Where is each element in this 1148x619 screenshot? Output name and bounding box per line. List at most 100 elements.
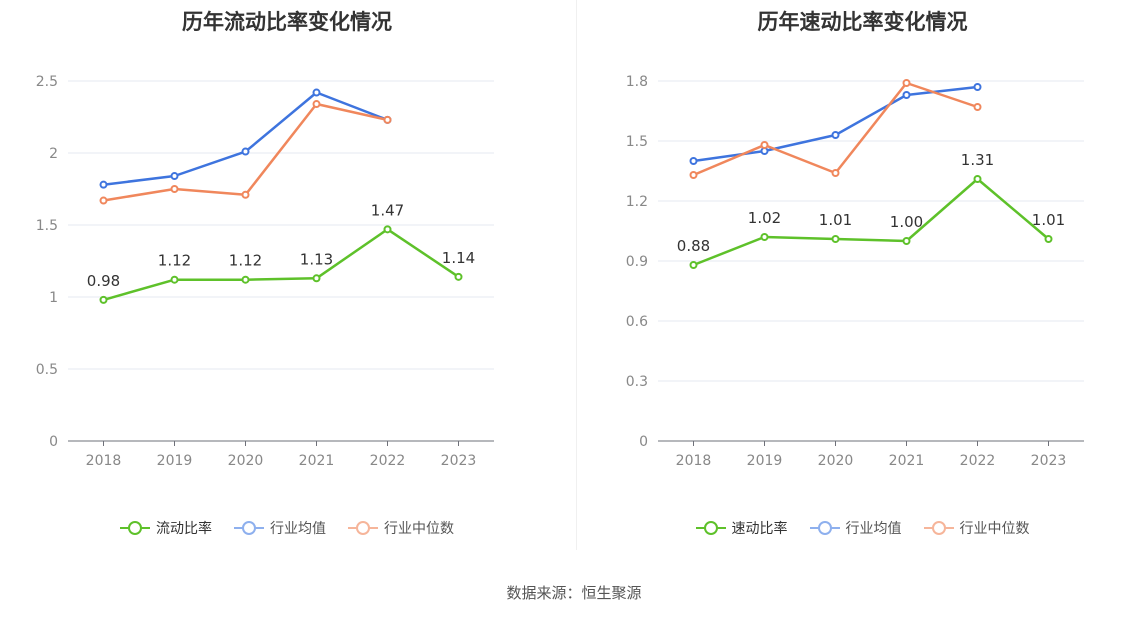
data-point	[973, 83, 982, 91]
legend-swatch-icon	[695, 520, 726, 536]
data-label: 1.12	[229, 252, 262, 270]
data-point	[760, 141, 769, 149]
legend-label: 行业均值	[270, 521, 326, 537]
series-line-1	[693, 85, 978, 163]
data-point	[312, 100, 321, 109]
chart-legend: 速动比率 行业均值 行业中位数	[577, 518, 1148, 538]
data-label: 1.31	[961, 151, 994, 169]
data-point	[973, 175, 982, 183]
current-ratio-chart: 0 0.5 1 1.5 2 2.5 2018 2019 2020 2021 2022 2023 0.98…	[36, 74, 494, 469]
series-line-2	[693, 81, 978, 177]
series-line-1	[103, 91, 388, 186]
data-point	[99, 180, 108, 189]
x-tick-label: 2023	[1031, 453, 1067, 469]
chart-title: 历年速动比率变化情况	[757, 10, 968, 34]
data-point	[312, 88, 321, 97]
data-point	[760, 233, 769, 241]
legend-item[interactable]: 行业均值	[234, 518, 326, 538]
legend-item[interactable]: 行业中位数	[923, 518, 1030, 538]
legend-label: 速动比率	[731, 521, 788, 537]
data-point	[170, 172, 179, 181]
chart-title: 历年流动比率变化情况	[182, 10, 392, 34]
data-label: 1.01	[1032, 211, 1065, 229]
legend-item[interactable]: 流动比率	[120, 518, 212, 538]
legend-swatch-icon	[923, 520, 954, 536]
data-label: 1.02	[748, 209, 781, 227]
data-label: 0.88	[677, 237, 710, 255]
data-source-note: 数据来源：恒生聚源	[506, 584, 642, 602]
data-point	[902, 79, 911, 87]
data-label: 1.14	[442, 249, 475, 267]
x-tick-label: 2018	[86, 453, 122, 469]
chart-panel-current-ratio: 历年流动比率变化情况 0 0.5 1 1.5 2 2.5 2018 2019 2020 2021 2…	[0, 0, 574, 560]
legend-label: 行业中位数	[959, 521, 1030, 537]
x-tick-label: 2021	[299, 453, 335, 469]
series-line-0	[103, 228, 460, 302]
data-point	[831, 235, 840, 243]
chart-panel-quick-ratio: 历年速动比率变化情况 0 0.3 0.6 0.9 1.2 1.5 1.8 2018 2019 20…	[577, 0, 1148, 560]
legend-swatch-icon	[120, 520, 150, 536]
data-point	[831, 169, 840, 177]
x-tick-label: 2022	[370, 453, 406, 469]
data-label: 1.12	[158, 252, 191, 270]
y-tick-label: 2	[49, 146, 58, 162]
data-point	[902, 237, 911, 245]
data-label: 1.01	[819, 211, 852, 229]
y-tick-label: 1.2	[626, 194, 648, 210]
data-point	[241, 147, 250, 156]
data-point	[1044, 235, 1053, 243]
legend-item[interactable]: 行业均值	[809, 518, 902, 538]
data-point	[312, 274, 321, 283]
data-point	[99, 196, 108, 205]
y-tick-label: 1	[49, 290, 58, 306]
quick-ratio-chart: 0 0.3 0.6 0.9 1.2 1.5 1.8 2018 2019 2020 2021 2022 2…	[626, 74, 1084, 469]
legend-swatch-icon	[234, 520, 264, 536]
data-point	[689, 157, 698, 165]
y-tick-label: 2.5	[36, 74, 58, 90]
x-tick-label: 2019	[747, 453, 783, 469]
data-point	[831, 131, 840, 139]
data-label: 1.00	[890, 213, 923, 231]
x-tick-label: 2022	[960, 453, 996, 469]
x-tick-label: 2023	[441, 453, 477, 469]
y-tick-label: 1.5	[626, 134, 648, 150]
data-point	[170, 275, 179, 284]
chart-legend: 流动比率 行业均值 行业中位数	[0, 518, 574, 538]
data-point	[689, 261, 698, 269]
y-tick-label: 0.6	[626, 314, 648, 330]
y-tick-label: 1.5	[36, 218, 58, 234]
legend-item[interactable]: 行业中位数	[348, 518, 454, 538]
legend-label: 行业均值	[845, 521, 902, 537]
data-point	[241, 275, 250, 284]
x-tick-label: 2021	[889, 453, 925, 469]
data-point	[902, 91, 911, 99]
y-tick-label: 0	[49, 434, 58, 450]
data-point	[170, 185, 179, 193]
data-label: 1.13	[300, 250, 333, 268]
y-tick-label: 1.8	[626, 74, 648, 90]
legend-swatch-icon	[348, 520, 378, 536]
legend-swatch-icon	[809, 520, 840, 536]
y-tick-label: 0.9	[626, 254, 648, 270]
data-label: 1.47	[371, 201, 404, 219]
data-point	[689, 171, 698, 179]
data-label: 0.98	[87, 272, 120, 290]
legend-label: 行业中位数	[384, 521, 454, 537]
data-point	[383, 225, 392, 234]
panel-divider	[576, 0, 577, 550]
x-tick-label: 2020	[228, 453, 264, 469]
x-tick-label: 2020	[818, 453, 854, 469]
series-line-0	[693, 177, 1050, 267]
y-tick-label: 0	[639, 434, 648, 450]
y-tick-label: 0.3	[626, 374, 648, 390]
y-tick-label: 0.5	[36, 362, 58, 378]
data-point	[454, 272, 463, 281]
data-point	[383, 115, 392, 124]
data-point	[241, 190, 250, 199]
x-tick-label: 2019	[157, 453, 193, 469]
legend-item[interactable]: 速动比率	[695, 518, 788, 538]
data-point	[973, 103, 982, 111]
legend-label: 流动比率	[156, 521, 212, 537]
data-point	[99, 295, 108, 304]
x-tick-label: 2018	[676, 453, 712, 469]
